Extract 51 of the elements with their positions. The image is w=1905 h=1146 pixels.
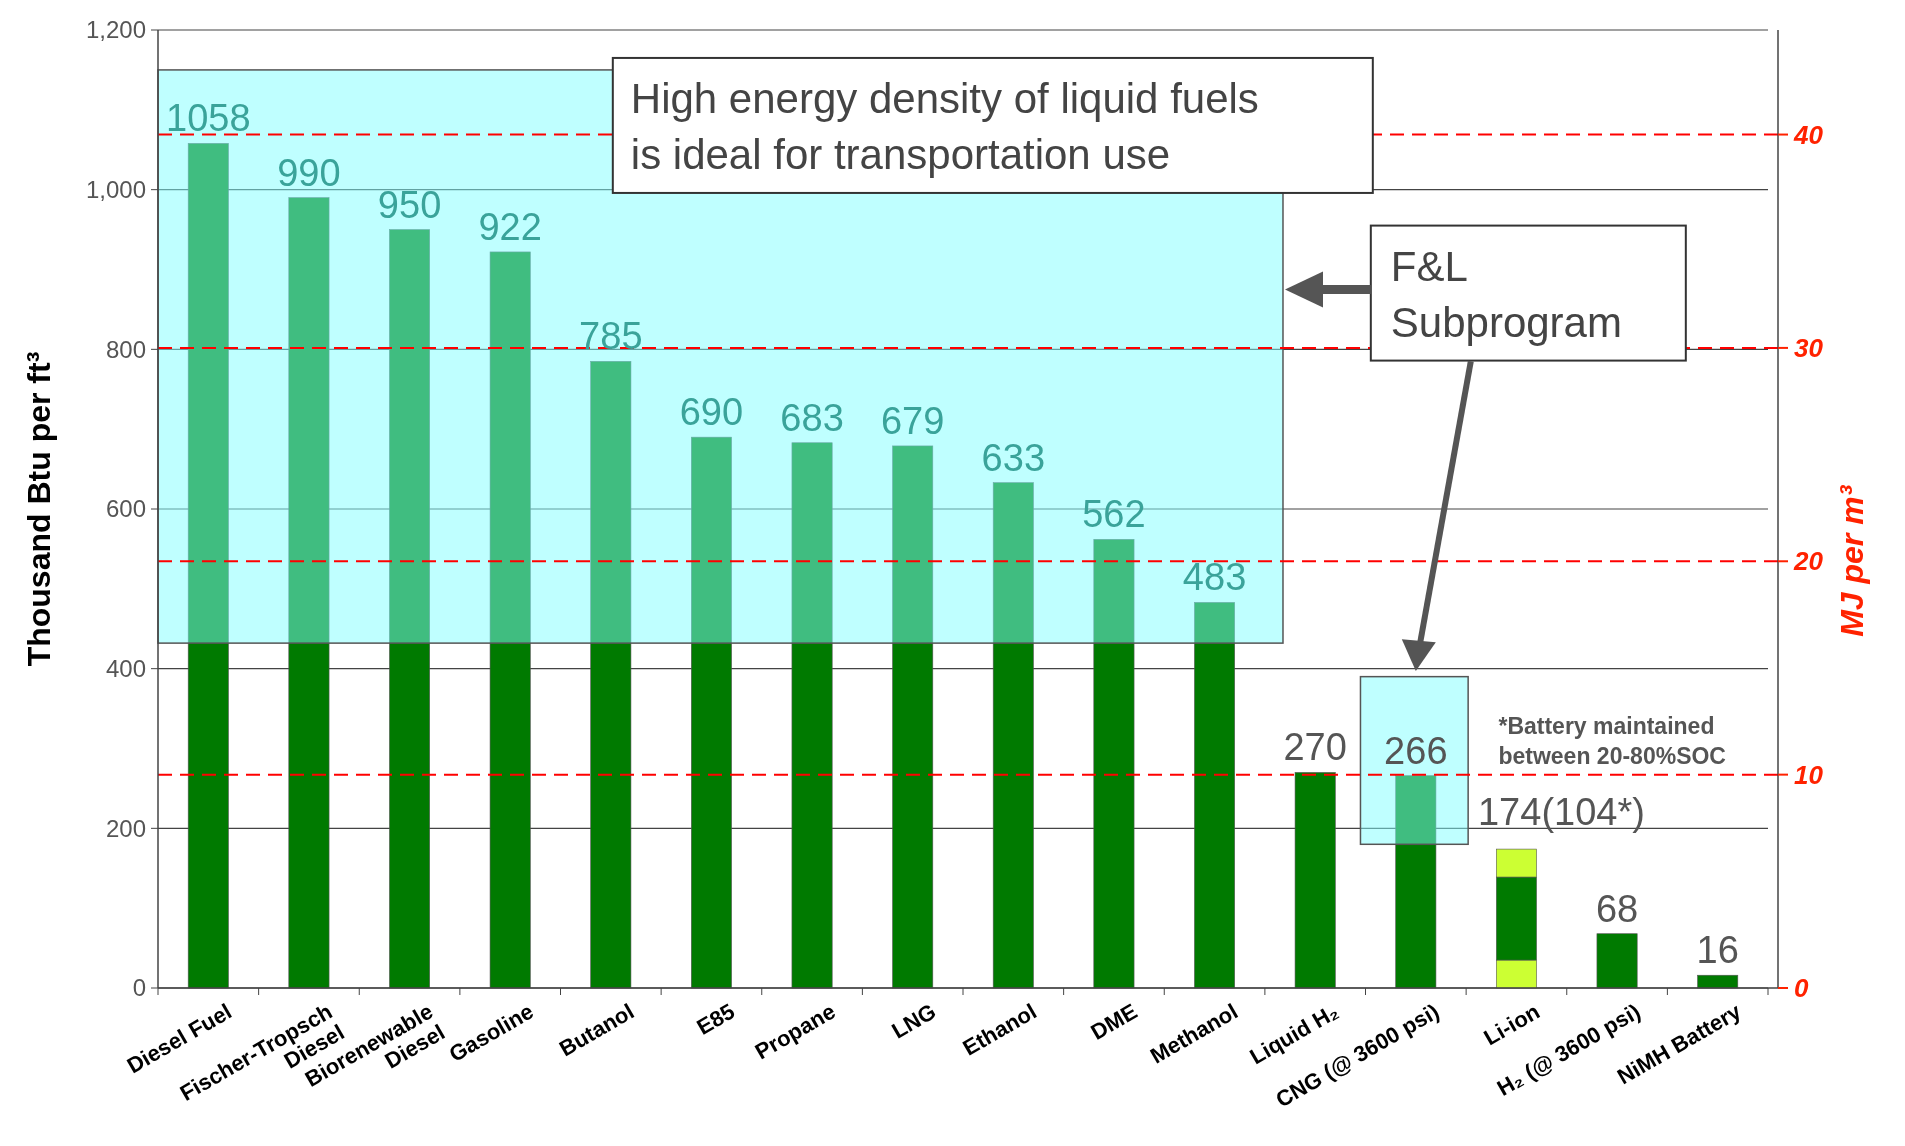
annotation: *Battery maintained between 20-80%SOC <box>1498 713 1726 770</box>
bar <box>288 197 330 989</box>
total-label: 950 <box>377 183 442 226</box>
x-tick-label: Li-ion <box>1479 998 1544 1051</box>
total-label: 633 <box>981 436 1046 479</box>
bar <box>892 445 934 989</box>
y2-tick-label: 40 <box>1793 119 1824 150</box>
bar <box>1093 539 1135 989</box>
total-label: 683 <box>780 396 844 439</box>
total-label: 174(104*) <box>1477 791 1645 834</box>
bar <box>1294 772 1336 989</box>
bar <box>489 251 531 989</box>
total-label: 266 <box>1384 729 1448 772</box>
y-axis-title: Thousand Btu per ft³ <box>21 351 57 667</box>
x-tick-label: E85 <box>692 998 739 1040</box>
y-tick-label: 0 <box>132 974 146 1002</box>
total-label: 270 <box>1283 726 1347 769</box>
annotation: F&L Subprogram <box>1390 242 1622 346</box>
total-label: 562 <box>1082 493 1146 536</box>
total-label: 922 <box>478 205 542 248</box>
y-tick-label: 600 <box>105 495 146 523</box>
y2-tick-label: 20 <box>1793 546 1824 577</box>
bar <box>691 436 732 989</box>
y-tick-label: 400 <box>105 655 146 683</box>
y2-tick-label: 0 <box>1794 973 1809 1004</box>
total-label: 483 <box>1182 556 1247 599</box>
total-label: 690 <box>679 391 744 434</box>
y-tick-label: 800 <box>105 335 146 363</box>
bar <box>1697 974 1739 989</box>
bar <box>791 442 833 989</box>
total-label: 785 <box>579 315 643 358</box>
y-tick-label: 1,200 <box>85 16 146 44</box>
total-label: 68 <box>1595 887 1639 930</box>
total-label: 16 <box>1696 929 1739 972</box>
bar <box>590 361 632 989</box>
y2-tick-label: 30 <box>1794 333 1824 364</box>
y2-tick-label: 10 <box>1794 759 1824 790</box>
x-tick-label: LNG <box>887 998 941 1044</box>
y-tick-label: 1,000 <box>85 176 146 204</box>
bar <box>992 482 1034 989</box>
total-label: 679 <box>880 399 945 442</box>
x-tick-label: DME <box>1086 998 1142 1045</box>
bar <box>187 143 229 989</box>
bar <box>1194 602 1235 989</box>
total-label: 990 <box>277 151 341 194</box>
bar <box>389 229 430 989</box>
annotation: High energy density of liquid fuels is ideal for transportation use <box>630 74 1259 178</box>
y2-axis-title: MJ per m³ <box>1834 484 1870 637</box>
bar <box>1596 933 1638 989</box>
total-label: 1058 <box>166 97 251 140</box>
y-tick-label: 200 <box>105 814 146 842</box>
